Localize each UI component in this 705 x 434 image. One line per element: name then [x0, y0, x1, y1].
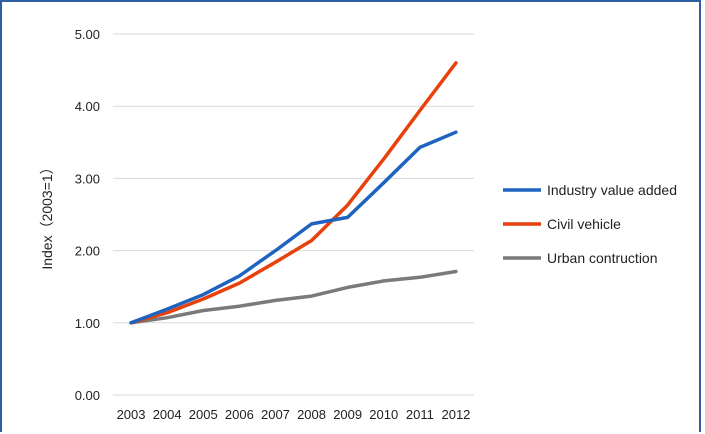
y-axis-label: Index（2003=1）: [39, 160, 55, 269]
y-tick-label: 4.00: [75, 99, 100, 114]
y-tick-label: 2.00: [75, 244, 100, 259]
x-tick-label: 2011: [406, 407, 434, 422]
x-tick-label: 2012: [441, 407, 470, 422]
series-lines: [129, 61, 458, 325]
y-tick-label: 1.00: [75, 316, 100, 331]
series-line-urban-contruction: [129, 269, 458, 325]
y-tick-label: 0.00: [75, 388, 100, 403]
legend-label: Industry value added: [547, 182, 677, 198]
x-tick-label: 2005: [189, 407, 218, 422]
series-line-civil-vehicle: [129, 61, 458, 325]
x-tick-label: 2006: [225, 407, 254, 422]
gridlines: [113, 33, 474, 396]
x-tick-label: 2009: [333, 407, 362, 422]
y-tick-label: 5.00: [75, 27, 100, 42]
x-axis-ticks: 2003 2004 2005 2006 2007 2008 2009 2010 2011 2012: [117, 407, 471, 422]
legend: Industry value added Civil vehicle Urban c…: [503, 182, 677, 266]
y-axis-ticks: 0.00 1.00 2.00 3.00 4.00 5.00: [75, 27, 100, 403]
x-tick-label: 2010: [369, 407, 398, 422]
y-tick-label: 3.00: [75, 171, 100, 186]
x-tick-label: 2004: [153, 407, 182, 422]
x-tick-label: 2003: [117, 407, 146, 422]
x-tick-label: 2008: [297, 407, 326, 422]
legend-label: Urban contruction: [547, 250, 658, 266]
legend-label: Civil vehicle: [547, 216, 621, 232]
x-tick-label: 2007: [261, 407, 290, 422]
series-line-industry-value-added: [129, 130, 458, 325]
